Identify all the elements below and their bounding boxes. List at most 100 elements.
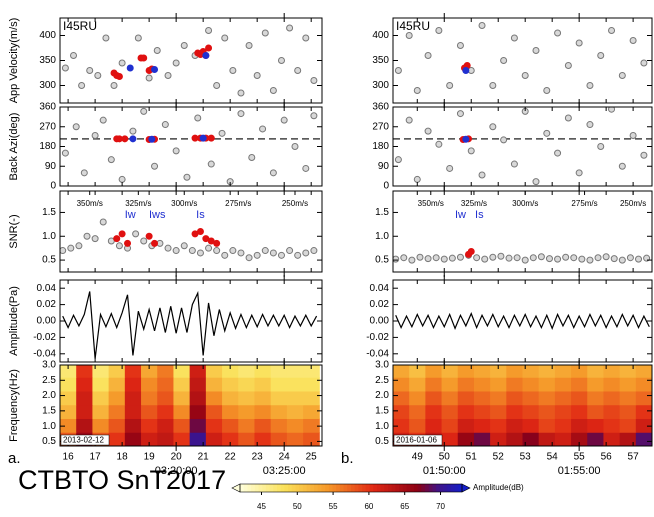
spectrogram-cell (490, 432, 507, 446)
spectrogram-cell (60, 365, 77, 378)
spectrogram-cell (189, 404, 207, 419)
point (145, 74, 153, 82)
point (513, 254, 521, 262)
y-tick-label: 180 (39, 141, 56, 152)
colorbar-segment (406, 484, 411, 492)
y-tick-label: 0.04 (37, 283, 57, 294)
point (237, 89, 245, 97)
point (78, 82, 86, 89)
point (269, 249, 277, 257)
spectrogram-cell (635, 404, 652, 419)
colorbar-segment (410, 484, 415, 492)
spectrogram-cell (92, 404, 110, 419)
spectrogram-cell (286, 404, 304, 419)
spectrogram-cell (189, 390, 207, 406)
y-tick-label: 2.5 (375, 375, 389, 386)
spectrogram-cell (522, 390, 540, 406)
point (446, 82, 454, 89)
point (134, 34, 142, 42)
point (237, 249, 245, 257)
point (478, 171, 486, 179)
spectrogram-cell (603, 377, 621, 392)
point (164, 244, 172, 252)
point (554, 255, 562, 263)
colorbar-tick-label: 65 (400, 502, 409, 511)
point (462, 67, 470, 74)
spectrogram-cell (522, 377, 540, 392)
point (221, 251, 229, 259)
x-tick-label: 54 (547, 452, 559, 463)
time-tick-label: 03:20:00 (155, 465, 198, 477)
point (575, 169, 583, 177)
spectrogram-cell (506, 365, 523, 378)
colorbar-segment (295, 484, 300, 492)
point (626, 254, 634, 262)
spectrogram-cell (635, 390, 652, 406)
point (489, 253, 497, 261)
colorbar-segment (365, 484, 370, 492)
point (172, 59, 180, 67)
colorbar-frame (239, 483, 463, 493)
spectrogram-cell (490, 418, 507, 433)
spectrogram-cell (554, 377, 572, 392)
x-tick-label: 16 (63, 452, 75, 463)
spectrogram-cell (76, 390, 93, 406)
y-axis-label: Back Azi(deg) (8, 113, 20, 181)
point (594, 254, 602, 262)
spectrogram-cell (603, 432, 621, 446)
spectrogram-cell (441, 418, 459, 433)
x-tick-label: 21 (198, 452, 210, 463)
x-tick-label: 24 (279, 452, 291, 463)
point (510, 160, 518, 168)
spectrogram-cell (238, 377, 255, 392)
colorbar-segment (443, 484, 448, 492)
spectrogram-cell (76, 418, 93, 433)
plot-area (395, 312, 650, 330)
colorbar-segment (284, 484, 289, 492)
point (532, 178, 540, 186)
spectrogram-cell (303, 432, 320, 446)
colorbar-tick-label: 70 (436, 502, 445, 511)
y-tick-label: 400 (372, 30, 389, 41)
y-tick-label: 2.0 (375, 390, 389, 401)
point (253, 251, 261, 259)
point (164, 72, 172, 79)
y-tick-label: 0.04 (370, 283, 390, 294)
point (153, 47, 161, 54)
point (269, 169, 277, 177)
spectrogram-cell (603, 418, 621, 433)
y-tick-label: -0.02 (33, 332, 56, 343)
point (102, 34, 110, 42)
panel-label: b. (341, 450, 354, 467)
spectrogram-cell (173, 365, 191, 378)
point (151, 66, 159, 73)
spectrogram-cell (635, 418, 652, 433)
point (467, 248, 475, 256)
velocity-label: 300m/s (171, 199, 197, 208)
spectrogram-cell (619, 404, 637, 419)
point (310, 112, 318, 120)
colorbar-segment (362, 484, 367, 492)
point (61, 149, 69, 157)
point (505, 254, 513, 262)
spectrogram-cell (490, 365, 507, 378)
x-tick-label: 50 (439, 452, 451, 463)
colorbar-segment (428, 484, 433, 492)
point (608, 27, 616, 34)
point (310, 77, 318, 84)
point (413, 87, 421, 94)
y-tick-label: 180 (372, 141, 389, 152)
spectrogram-cell (619, 418, 637, 433)
point (110, 82, 118, 89)
y-tick-label: 1.0 (375, 421, 389, 432)
frame (392, 190, 653, 273)
spectrogram-cell (457, 377, 475, 392)
point (532, 47, 540, 54)
colorbar-segment (258, 484, 263, 492)
point (194, 114, 202, 122)
point (586, 256, 594, 264)
spectrogram-cell (60, 404, 77, 419)
spectrogram-cell (238, 418, 255, 433)
spectrogram-cell (124, 365, 142, 378)
